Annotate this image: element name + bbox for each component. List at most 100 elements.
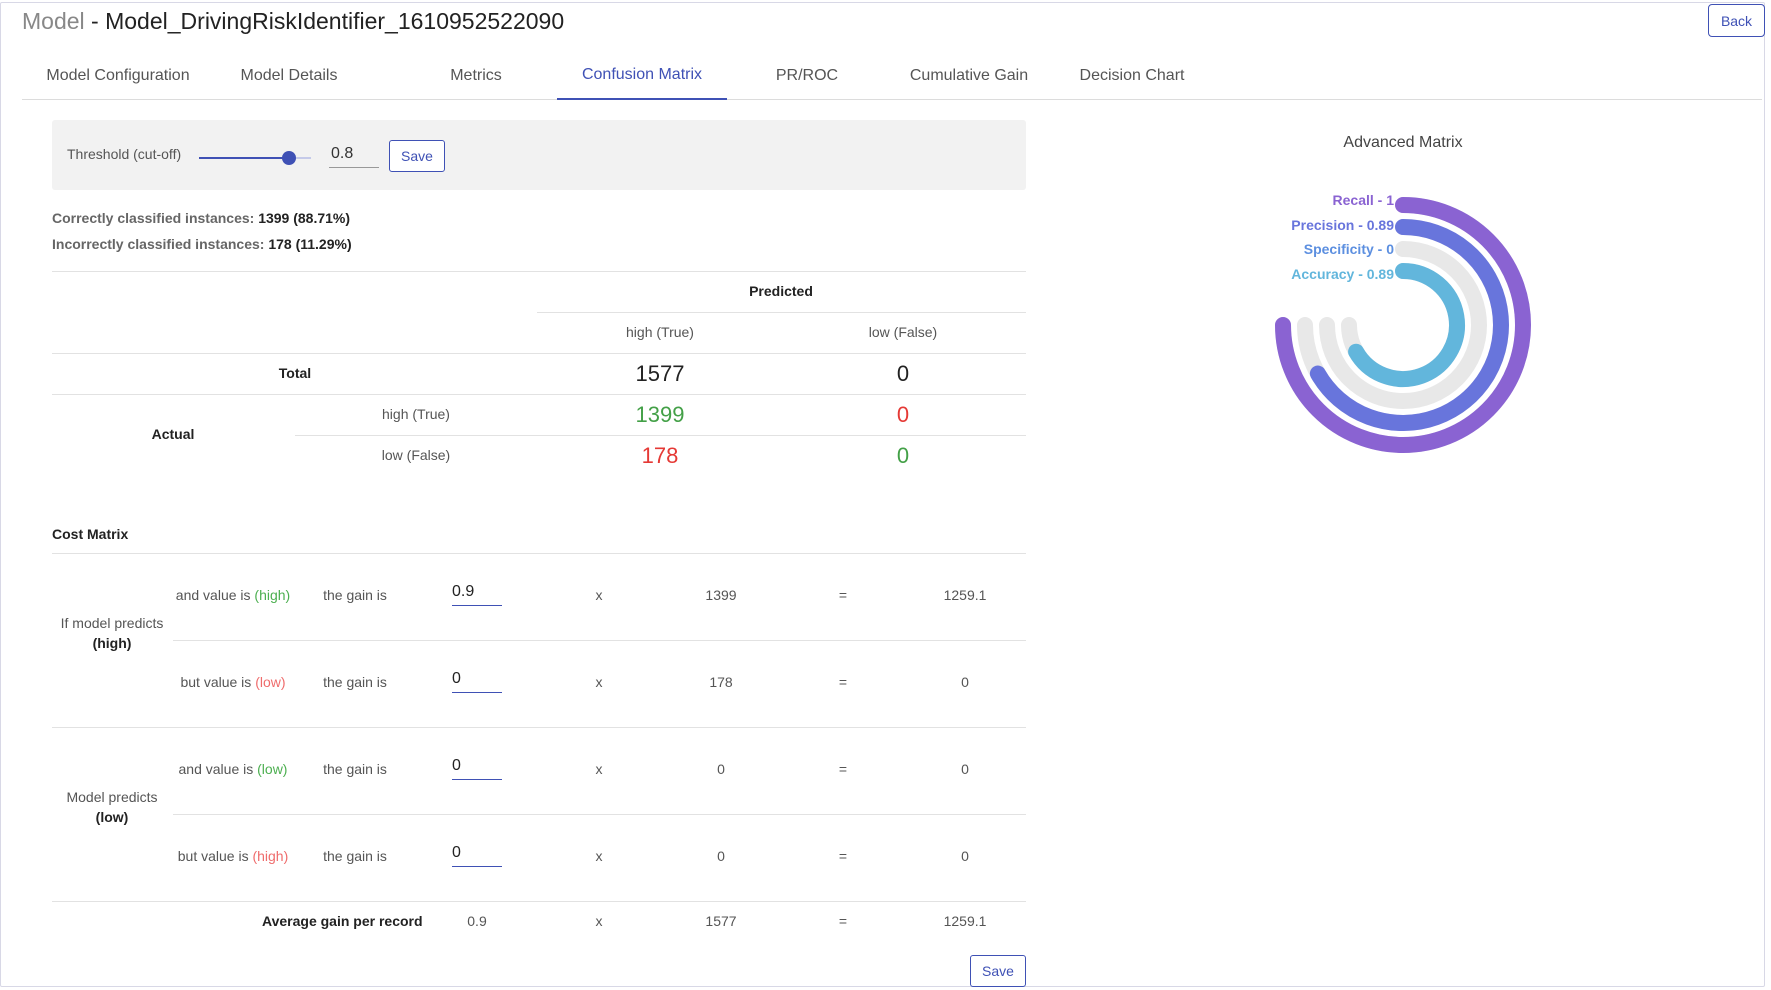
result-value: 0 — [961, 674, 969, 690]
actual-label: Actual — [151, 426, 195, 442]
legend-recall: Recall - 1 — [1332, 192, 1394, 208]
divider — [537, 312, 1026, 313]
tab-model-configuration[interactable]: Model Configuration — [46, 66, 190, 84]
divider — [295, 435, 1026, 436]
divider — [52, 901, 1026, 902]
back-button[interactable]: Back — [1708, 4, 1765, 37]
advanced-matrix-chart — [1275, 197, 1531, 453]
tab-pr-roc[interactable]: PR/ROC — [775, 66, 839, 84]
divider — [173, 814, 1026, 815]
times-sign: x — [595, 848, 603, 864]
total-label: Total — [278, 365, 312, 381]
average-count-value: 1577 — [705, 913, 737, 929]
threshold-panel: Threshold (cut-off) Save — [52, 120, 1026, 190]
incorrect-label: Incorrectly classified instances: — [52, 236, 265, 252]
divider — [52, 394, 1026, 395]
row-header-low-false: low (False) — [381, 447, 451, 463]
tab-confusion-matrix[interactable]: Confusion Matrix — [557, 52, 727, 100]
col-header-high-true: high (True) — [626, 324, 694, 340]
result-value: 1259.1 — [943, 587, 987, 603]
count-value: 0 — [717, 761, 725, 777]
value-word-high: (high) — [252, 848, 289, 864]
threshold-label: Threshold (cut-off) — [67, 146, 182, 162]
legend-specificity: Specificity - 0 — [1303, 241, 1394, 257]
threshold-slider[interactable] — [199, 151, 311, 165]
predicted-header: Predicted — [749, 283, 813, 299]
times-sign: x — [595, 674, 603, 690]
false-negative-value: 0 — [896, 402, 910, 427]
tab-decision-chart[interactable]: Decision Chart — [1079, 66, 1185, 84]
divider — [52, 727, 1026, 728]
average-gain-value: 0.9 — [467, 913, 487, 929]
result-value: 0 — [961, 848, 969, 864]
gain-input-low-high[interactable] — [452, 839, 502, 867]
cost-row-condition: and value is (high) — [175, 587, 291, 603]
gain-input-low-low[interactable] — [452, 752, 502, 780]
tab-cumulative-gain[interactable]: Cumulative Gain — [909, 66, 1029, 84]
radial-track-specificity — [1319, 241, 1487, 409]
cost-row-condition: but value is (low) — [180, 674, 286, 690]
title-prefix: Model — [22, 8, 85, 34]
value-word-low: (low) — [255, 674, 286, 690]
times-sign: x — [595, 761, 603, 777]
divider — [173, 640, 1026, 641]
legend-accuracy: Accuracy - 0.89 — [1291, 266, 1394, 282]
title-separator: - — [84, 8, 106, 34]
equals-sign: = — [838, 587, 848, 603]
gain-label: the gain is — [323, 674, 387, 690]
cost-matrix-save-button[interactable]: Save — [970, 955, 1026, 987]
model-name: Model_DrivingRiskIdentifier_161095252209… — [105, 8, 565, 34]
threshold-save-button[interactable]: Save — [389, 140, 445, 172]
divider — [52, 353, 1026, 354]
threshold-slider-fill — [199, 157, 289, 159]
equals-sign: = — [838, 848, 848, 864]
group-high-label: If model predicts — [60, 615, 164, 631]
equals-sign: = — [838, 913, 848, 929]
radial-bar-accuracy — [1348, 263, 1465, 387]
cost-row-condition: and value is (low) — [178, 761, 288, 777]
tab-metrics[interactable]: Metrics — [450, 66, 502, 84]
incorrect-summary: Incorrectly classified instances: 178 (1… — [52, 236, 352, 252]
average-result-value: 1259.1 — [943, 913, 987, 929]
radial-bar-precision — [1309, 219, 1509, 431]
group-low-label: Model predicts — [66, 789, 158, 805]
incorrect-value: 178 (11.29%) — [268, 236, 352, 252]
gain-label: the gain is — [323, 761, 387, 777]
chart-title: Advanced Matrix — [1343, 134, 1463, 151]
gain-label: the gain is — [323, 587, 387, 603]
divider — [52, 271, 1026, 272]
true-positive-value: 1399 — [635, 402, 685, 427]
correct-summary: Correctly classified instances: 1399 (88… — [52, 210, 350, 226]
threshold-input[interactable] — [329, 140, 379, 168]
cost-matrix-title: Cost Matrix — [52, 526, 129, 542]
average-gain-label: Average gain per record — [262, 913, 423, 929]
count-value: 0 — [717, 848, 725, 864]
gain-input-high-low[interactable] — [452, 665, 502, 693]
value-word-low: (low) — [257, 761, 288, 777]
col-header-low-false: low (False) — [868, 324, 938, 340]
correct-value: 1399 (88.71%) — [258, 210, 351, 226]
total-high-value: 1577 — [635, 361, 685, 386]
count-value: 178 — [709, 674, 733, 690]
false-positive-value: 178 — [641, 443, 679, 468]
group-low-value: (low) — [95, 809, 129, 825]
equals-sign: = — [838, 761, 848, 777]
row-header-high-true: high (True) — [382, 406, 450, 422]
gain-input-high-high[interactable] — [452, 578, 502, 606]
threshold-slider-thumb[interactable] — [281, 151, 296, 165]
result-value: 0 — [961, 761, 969, 777]
page-title: Model - Model_DrivingRiskIdentifier_1610… — [22, 8, 564, 35]
legend-precision: Precision - 0.89 — [1291, 217, 1394, 233]
cost-row-condition: but value is (high) — [177, 848, 289, 864]
gain-label: the gain is — [323, 848, 387, 864]
true-negative-value: 0 — [896, 443, 910, 468]
times-sign: x — [595, 913, 603, 929]
value-word-high: (high) — [254, 587, 291, 603]
correct-label: Correctly classified instances: — [52, 210, 255, 226]
tab-model-details[interactable]: Model Details — [240, 66, 338, 84]
group-high-value: (high) — [92, 635, 132, 651]
equals-sign: = — [838, 674, 848, 690]
times-sign: x — [595, 587, 603, 603]
tab-bar: Model Configuration Model Details Metric… — [22, 52, 1762, 100]
